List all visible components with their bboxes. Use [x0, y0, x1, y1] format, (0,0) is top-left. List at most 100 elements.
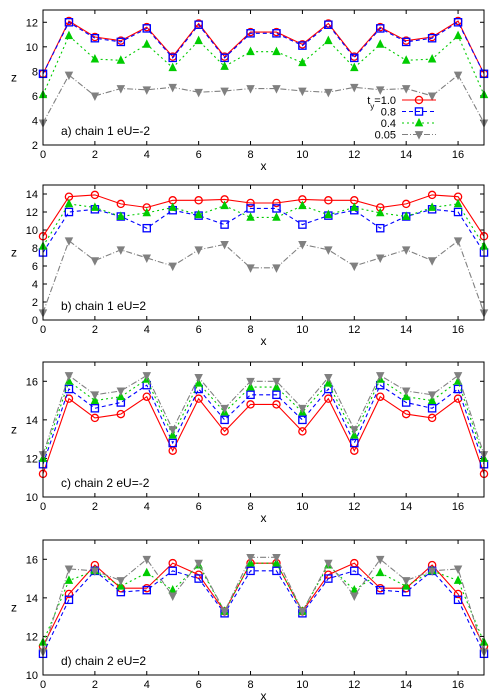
data-point [453, 372, 463, 381]
data-point [220, 61, 229, 70]
y-tick-label: 10 [26, 670, 38, 682]
data-point [194, 20, 203, 29]
data-point [194, 378, 203, 387]
data-point [90, 53, 100, 63]
data-point [220, 415, 229, 425]
data-point [116, 85, 126, 94]
data-point [142, 555, 152, 565]
data-point [272, 264, 281, 273]
x-tick-label: 0 [40, 324, 46, 336]
data-point [401, 391, 411, 401]
series-line [42, 194, 485, 237]
data-point [64, 394, 74, 403]
data-point [116, 577, 126, 586]
legend-label: ty=1.0 [367, 95, 396, 111]
data-point [375, 39, 385, 48]
y-tick-label: 12 [26, 207, 38, 219]
data-point [453, 589, 463, 599]
data-point [427, 202, 437, 211]
x-tick-label: 14 [400, 324, 412, 336]
plot-frame [42, 539, 485, 676]
series-line [42, 21, 485, 75]
data-point [168, 202, 177, 211]
data-point [168, 430, 177, 439]
data-point [64, 198, 74, 208]
data-point [220, 200, 229, 210]
data-point [298, 415, 307, 425]
data-point [64, 384, 74, 394]
data-point [298, 200, 307, 210]
data-point [324, 196, 333, 205]
data-point [375, 223, 385, 233]
data-point [168, 83, 177, 93]
data-point [116, 246, 126, 255]
data-point [246, 29, 255, 38]
data-point [64, 575, 74, 584]
data-point [427, 391, 437, 400]
x-tick-label: 8 [247, 501, 253, 513]
data-point [142, 372, 152, 381]
data-point [64, 372, 74, 381]
y-tick-label: 2 [32, 297, 38, 309]
data-point [350, 62, 359, 72]
panel-annotation: b) chain 1 eU=2 [61, 299, 146, 313]
x-tick-label: 0 [40, 149, 46, 161]
data-point [401, 409, 411, 419]
x-axis-label: x [261, 511, 267, 525]
data-point [375, 585, 385, 595]
data-point [401, 246, 411, 255]
data-point [116, 55, 126, 64]
data-point [427, 190, 437, 200]
data-point [116, 37, 126, 47]
x-tick-label: 2 [92, 501, 98, 513]
data-point [246, 212, 255, 221]
data-point [324, 246, 333, 255]
x-tick-label: 8 [247, 324, 253, 336]
data-point [194, 196, 203, 205]
data-point [246, 381, 255, 391]
legend-marker [414, 95, 424, 105]
data-point [64, 207, 74, 217]
y-tick-label: 6 [32, 261, 38, 273]
x-tick-label: 6 [196, 679, 202, 691]
data-point [401, 37, 411, 47]
data-point [194, 559, 203, 569]
legend: ty=1.00.80.40.05 [367, 95, 436, 142]
data-point [168, 262, 177, 272]
data-point [194, 35, 203, 45]
y-tick-label: 14 [26, 189, 38, 201]
data-point [90, 567, 100, 576]
x-tick-label: 12 [348, 149, 360, 161]
data-point [220, 404, 229, 414]
data-point [298, 41, 307, 50]
data-point [90, 404, 100, 413]
data-point [142, 585, 152, 595]
data-point [453, 237, 463, 246]
data-point [246, 558, 255, 567]
series-line [42, 384, 485, 465]
data-point [272, 29, 281, 38]
data-point [427, 257, 437, 266]
data-point [350, 592, 359, 602]
data-point [64, 30, 74, 40]
data-point [64, 565, 74, 575]
data-point [246, 264, 255, 273]
data-point [194, 374, 203, 383]
data-point [324, 209, 333, 219]
chart-panel: 0 2 4 6 8 10 12 14 16 0 2 4 6 8 10 12 14 x z b) chain 1 eU=… [11, 184, 489, 348]
data-point [324, 35, 333, 45]
data-point [401, 199, 411, 209]
x-tick-label: 10 [296, 501, 308, 513]
data-point [324, 378, 333, 387]
data-point [220, 87, 229, 97]
data-point [90, 413, 100, 423]
data-point [116, 199, 126, 209]
data-point [142, 254, 152, 263]
data-point [375, 392, 385, 401]
x-tick-label: 12 [348, 501, 360, 513]
y-axis-label: z [11, 423, 17, 437]
legend-label: 0.4 [381, 118, 396, 130]
data-point [272, 553, 281, 563]
data-point [90, 257, 100, 266]
